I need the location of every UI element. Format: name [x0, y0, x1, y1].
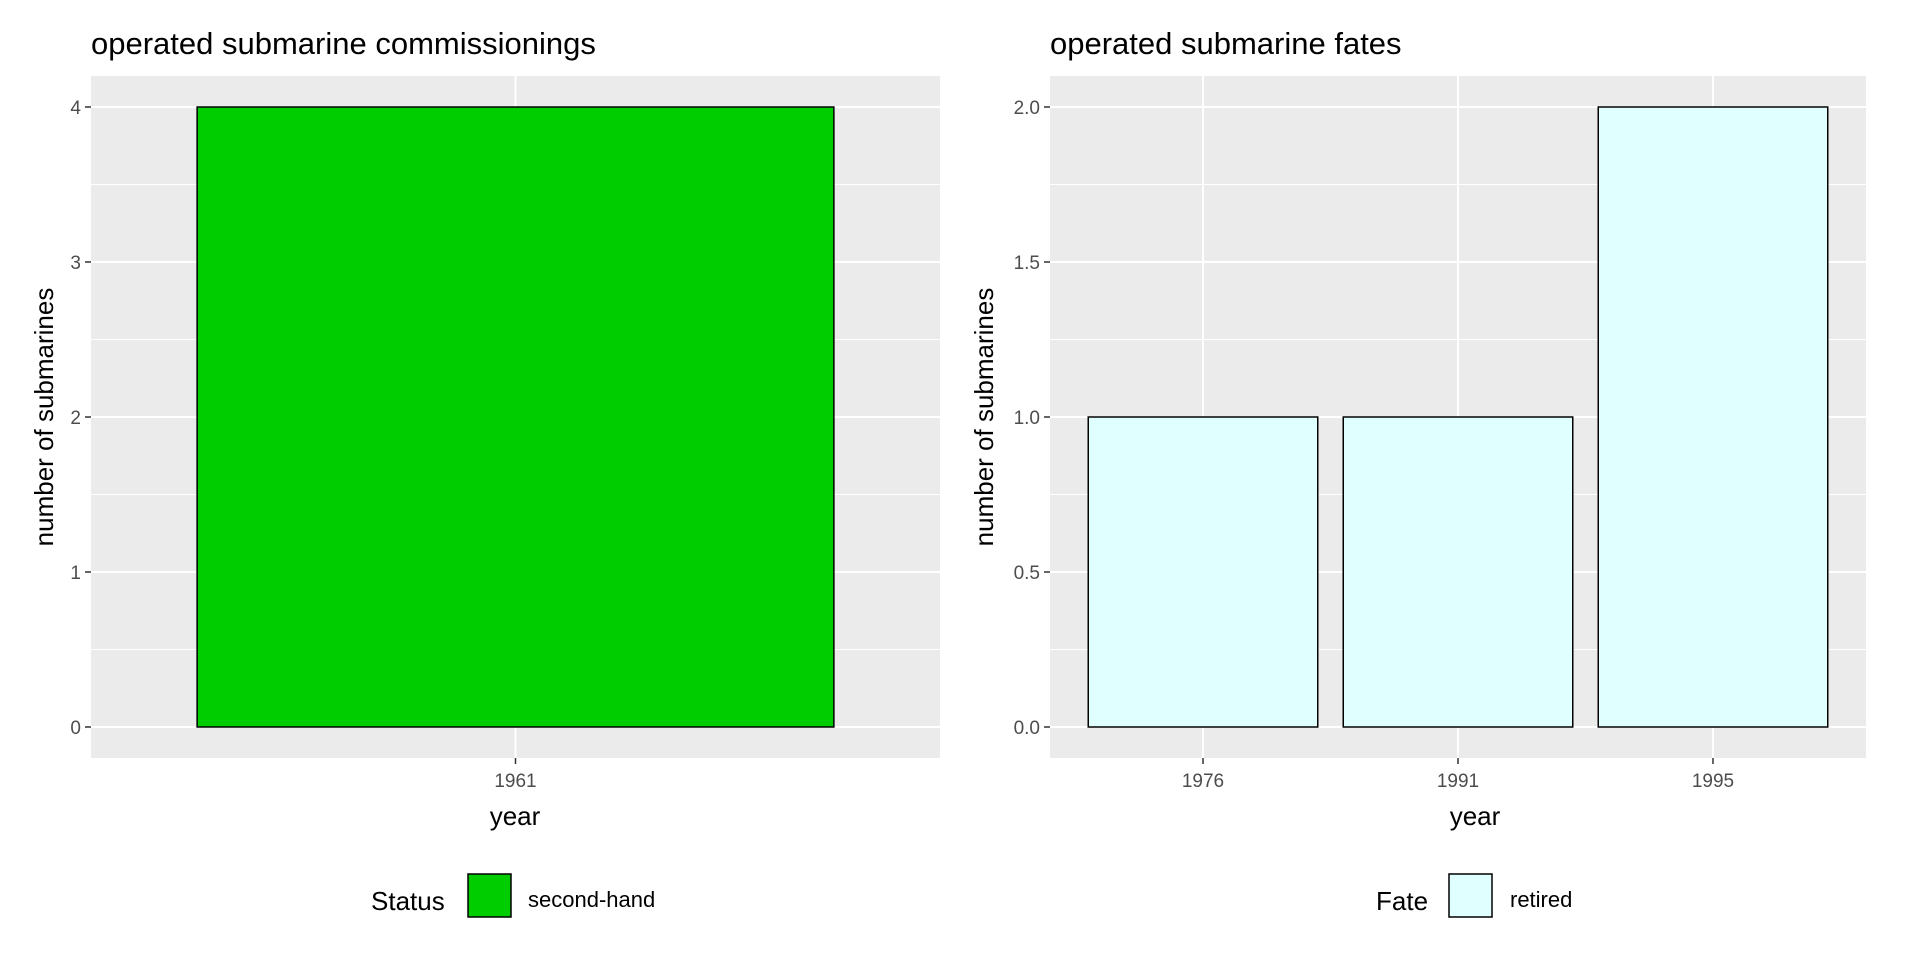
y-tick-label: 1.0 — [1014, 408, 1040, 429]
x-tick-label: 1995 — [1692, 771, 1734, 792]
x-axis-ticks: 1976 1991 1995 — [1182, 758, 1734, 792]
bars — [196, 106, 835, 728]
chart-commissionings: operated submarine commissionings 01234 … — [29, 26, 940, 918]
x-tick-label: 1976 — [1182, 771, 1224, 792]
bar-1995 — [1597, 106, 1829, 728]
x-axis-title: year — [490, 801, 541, 831]
bar-1991 — [1342, 416, 1574, 728]
y-tick-label: 2 — [70, 408, 81, 429]
bars — [1087, 106, 1829, 728]
x-axis-title: year — [1450, 801, 1501, 831]
y-tick-label: 1.5 — [1014, 253, 1040, 274]
chart-fates: operated submarine fates 0.0 0.5 1.0 1.5 2.0… — [969, 26, 1866, 918]
chart-title: operated submarine fates — [1050, 26, 1402, 61]
y-tick-label: 1 — [70, 563, 81, 584]
y-tick-label: 0.0 — [1014, 718, 1040, 739]
y-axis-title: number of submarines — [969, 288, 999, 547]
legend-title: Fate — [1376, 886, 1428, 916]
chart-title: operated submarine commissionings — [91, 26, 596, 61]
x-axis-ticks: 1961 — [494, 758, 537, 792]
bar-1961 — [196, 106, 835, 728]
y-axis-title: number of submarines — [29, 288, 59, 547]
legend: Status second-hand — [371, 873, 655, 918]
y-axis-ticks: 0.0 0.5 1.0 1.5 2.0 — [1014, 98, 1050, 739]
legend-key-retired — [1448, 873, 1493, 918]
legend-label: retired — [1510, 887, 1572, 912]
x-tick-label: 1991 — [1437, 771, 1479, 792]
y-axis-ticks: 0 1 2 3 4 — [70, 98, 91, 739]
y-tick-label: 3 — [70, 253, 81, 274]
x-tick-label: 1961 — [494, 771, 536, 792]
y-tick-label: 0.5 — [1014, 563, 1040, 584]
legend: Fate retired — [1376, 873, 1572, 918]
y-tick-label: 2.0 — [1014, 98, 1040, 119]
legend-title: Status — [371, 886, 445, 916]
bar-1976 — [1087, 416, 1319, 728]
legend-label: second-hand — [528, 887, 655, 912]
y-tick-label: 0 — [70, 718, 81, 739]
y-tick-label: 4 — [70, 98, 81, 119]
legend-key-second-hand — [467, 873, 512, 918]
